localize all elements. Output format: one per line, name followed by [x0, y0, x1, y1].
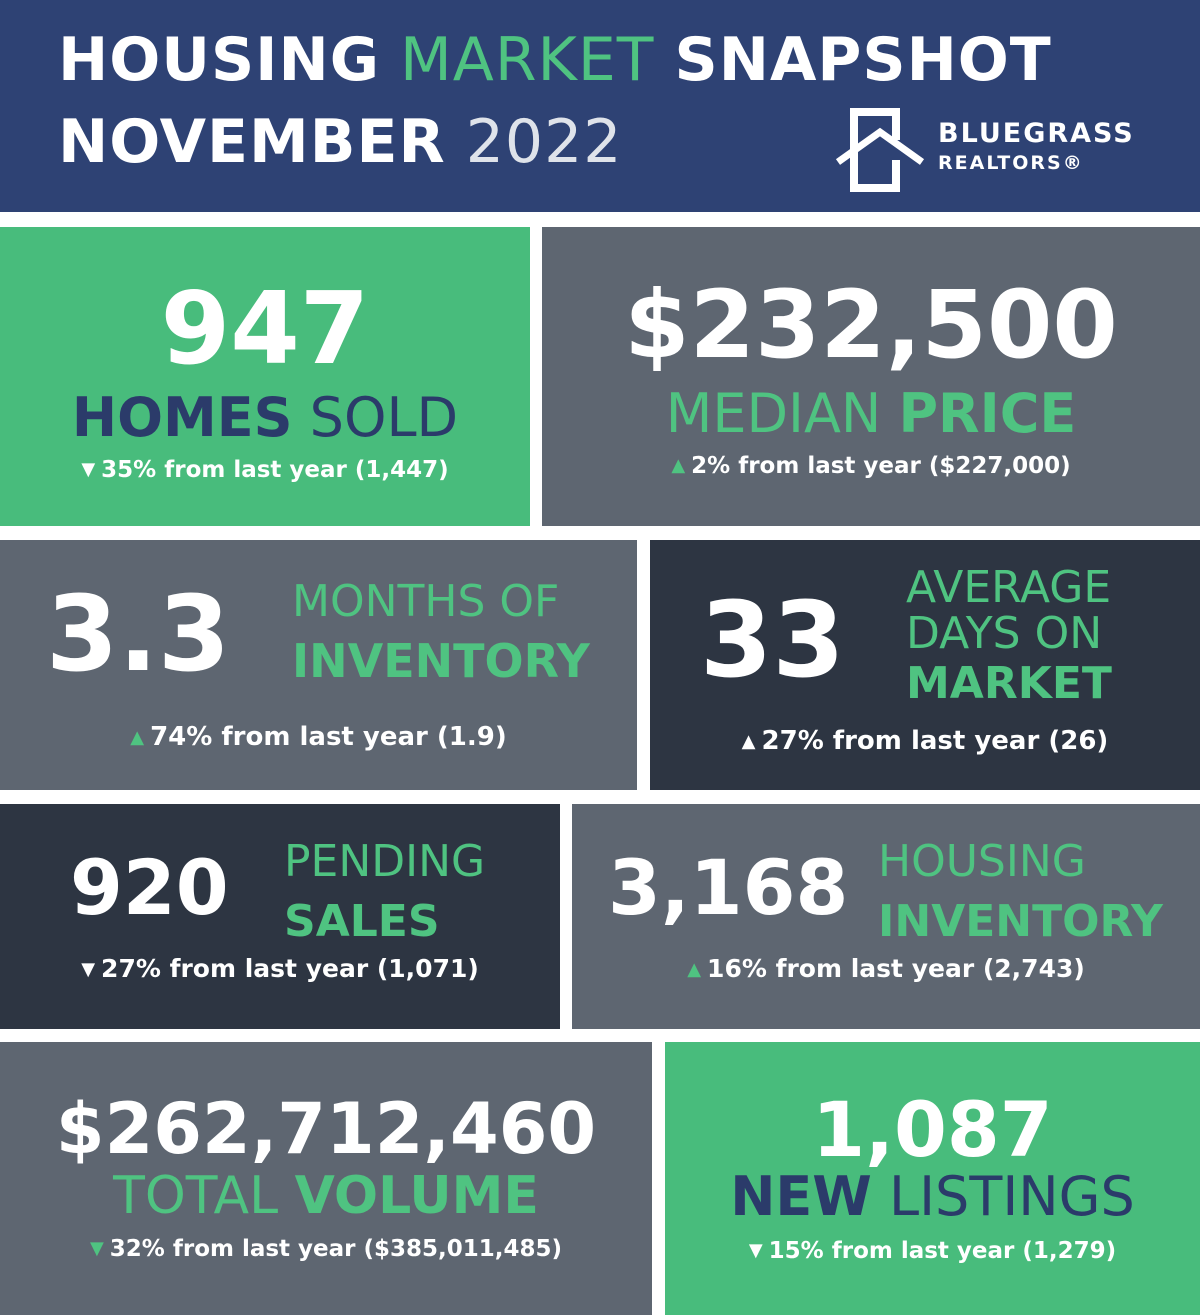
new-listings-change-text: 15% from last year (1,279) [768, 1238, 1117, 1264]
title-word-housing: HOUSING [58, 25, 380, 95]
housing-inventory-value: 3,168 [608, 843, 849, 932]
homes-sold-card: 947 HOMES SOLD ▼ 35% from last year (1,44… [0, 227, 530, 526]
median-price-label-2: PRICE [898, 382, 1077, 445]
months-inventory-card: 3.3 MONTHS OF INVENTORY ▲ 74% from last y… [0, 540, 637, 790]
housing-inventory-label-1: HOUSING [878, 836, 1086, 887]
new-listings-label: NEW LISTINGS [665, 1170, 1200, 1224]
days-on-market-label-2: DAYS ON [906, 608, 1103, 659]
total-volume-card: $262,712,460 TOTAL VOLUME ▼ 32% from last… [0, 1042, 652, 1315]
total-volume-label: TOTAL VOLUME [0, 1170, 652, 1222]
page-title: HOUSING MARKET SNAPSHOT [58, 30, 1052, 90]
up-arrow-icon: ▲ [671, 455, 686, 476]
up-arrow-icon: ▲ [687, 959, 702, 980]
housing-inventory-label-2: INVENTORY [878, 896, 1163, 947]
median-price-value: $232,500 [624, 271, 1118, 380]
new-listings-label-1: NEW [730, 1165, 872, 1228]
median-price-label-1: MEDIAN [665, 382, 882, 445]
days-on-market-change-text: 27% from last year (26) [761, 726, 1109, 756]
total-volume-value: $262,712,460 [55, 1088, 597, 1170]
months-inventory-change-text: 74% from last year (1.9) [150, 722, 507, 752]
total-volume-label-1: TOTAL [113, 1166, 279, 1226]
total-volume-change-text: 32% from last year ($385,011,485) [109, 1236, 563, 1262]
pending-sales-change: ▼ 27% from last year (1,071) [0, 956, 560, 981]
months-inventory-label-1: MONTHS OF [292, 576, 560, 627]
housing-inventory-card: 3,168 HOUSING INVENTORY ▲ 16% from last y… [572, 804, 1200, 1029]
homes-sold-change: ▼ 35% from last year (1,447) [0, 459, 530, 482]
up-arrow-icon: ▲ [130, 727, 145, 748]
new-listings-value: 1,087 [812, 1085, 1053, 1174]
housing-inventory-change-text: 16% from last year (2,743) [707, 954, 1085, 983]
pending-sales-change-text: 27% from last year (1,071) [101, 954, 479, 983]
title-word-snapshot: SNAPSHOT [674, 25, 1052, 95]
months-inventory-change: ▲ 74% from last year (1.9) [0, 724, 637, 750]
down-arrow-icon: ▼ [748, 1240, 763, 1261]
subtitle-month: NOVEMBER [58, 107, 446, 177]
down-arrow-icon: ▼ [89, 1238, 104, 1259]
down-arrow-icon: ▼ [81, 459, 96, 480]
days-on-market-change: ▲ 27% from last year (26) [650, 728, 1200, 754]
housing-inventory-change: ▲ 16% from last year (2,743) [572, 956, 1200, 981]
pending-sales-label-1: PENDING [284, 836, 486, 887]
homes-sold-label: HOMES SOLD [0, 391, 530, 445]
median-price-change-text: 2% from last year ($227,000) [691, 453, 1071, 479]
brand-name: BLUEGRASS [938, 118, 1135, 149]
new-listings-card: 1,087 NEW LISTINGS ▼ 15% from last year (… [665, 1042, 1200, 1315]
median-price-change: ▲ 2% from last year ($227,000) [542, 455, 1200, 478]
months-inventory-value: 3.3 [46, 573, 231, 695]
title-word-market: MARKET [400, 25, 655, 95]
homes-sold-label-1: HOMES [71, 386, 293, 449]
days-on-market-card: 33 AVERAGE DAYS ON MARKET ▲ 27% from last… [650, 540, 1200, 790]
subtitle-year: 2022 [465, 107, 623, 177]
homes-sold-change-text: 35% from last year (1,447) [101, 457, 449, 483]
new-listings-label-2: LISTINGS [889, 1165, 1135, 1228]
pending-sales-value: 920 [70, 843, 229, 932]
total-volume-change: ▼ 32% from last year ($385,011,485) [0, 1238, 652, 1261]
down-arrow-icon: ▼ [81, 959, 96, 980]
up-arrow-icon: ▲ [741, 731, 756, 752]
days-on-market-value: 33 [700, 579, 845, 701]
months-inventory-label-2: INVENTORY [292, 634, 590, 688]
pending-sales-label-2: SALES [284, 896, 440, 947]
pending-sales-card: 920 PENDING SALES ▼ 27% from last year (1… [0, 804, 560, 1029]
new-listings-change: ▼ 15% from last year (1,279) [665, 1240, 1200, 1263]
homes-sold-label-2: SOLD [309, 386, 459, 449]
page-subtitle: NOVEMBER 2022 [58, 112, 622, 172]
median-price-label: MEDIAN PRICE [542, 387, 1200, 441]
house-logo-icon [836, 108, 925, 192]
brand-subname: REALTORS® [938, 152, 1084, 174]
days-on-market-label-3: MARKET [906, 658, 1112, 709]
homes-sold-value: 947 [160, 270, 370, 387]
median-price-card: $232,500 MEDIAN PRICE ▲ 2% from last year… [542, 227, 1200, 526]
total-volume-label-2: VOLUME [294, 1166, 539, 1226]
header-banner: HOUSING MARKET SNAPSHOT NOVEMBER 2022 BL… [0, 0, 1200, 212]
days-on-market-label-1: AVERAGE [906, 562, 1112, 613]
